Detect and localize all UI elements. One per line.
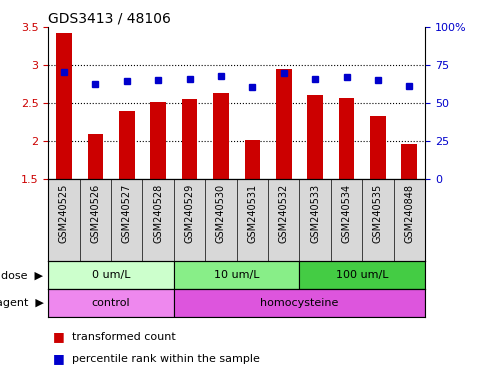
Text: 10 um/L: 10 um/L	[214, 270, 259, 280]
Text: GDS3413 / 48106: GDS3413 / 48106	[48, 12, 171, 26]
FancyBboxPatch shape	[48, 290, 174, 318]
FancyBboxPatch shape	[174, 290, 425, 318]
Bar	[244, 140, 260, 179]
Bar	[370, 116, 386, 179]
Text: GSM240535: GSM240535	[373, 184, 383, 243]
Text: GSM240526: GSM240526	[90, 184, 100, 243]
Text: homocysteine: homocysteine	[260, 298, 339, 308]
FancyBboxPatch shape	[48, 262, 174, 290]
Bar	[87, 134, 103, 179]
Bar	[401, 144, 417, 179]
Bar	[56, 33, 72, 179]
FancyBboxPatch shape	[174, 262, 299, 290]
Text: GSM240528: GSM240528	[153, 184, 163, 243]
Bar	[213, 93, 229, 179]
Bar	[276, 69, 292, 179]
FancyBboxPatch shape	[299, 262, 425, 290]
Bar	[307, 95, 323, 179]
Text: dose  ▶: dose ▶	[1, 270, 43, 280]
Text: GSM240529: GSM240529	[185, 184, 195, 243]
Text: ■: ■	[53, 352, 65, 365]
Text: GSM240531: GSM240531	[247, 184, 257, 243]
Text: GSM240530: GSM240530	[216, 184, 226, 243]
Text: GSM240534: GSM240534	[341, 184, 352, 243]
Text: 0 um/L: 0 um/L	[92, 270, 130, 280]
Text: 100 um/L: 100 um/L	[336, 270, 388, 280]
Text: GSM240848: GSM240848	[404, 184, 414, 243]
Text: GSM240532: GSM240532	[279, 184, 289, 243]
Text: GSM240527: GSM240527	[122, 184, 132, 243]
Text: control: control	[92, 298, 130, 308]
Text: ■: ■	[53, 330, 65, 343]
Bar	[150, 102, 166, 179]
Text: transformed count: transformed count	[72, 332, 176, 342]
Bar	[119, 111, 135, 179]
Text: GSM240525: GSM240525	[59, 184, 69, 243]
Text: GSM240533: GSM240533	[310, 184, 320, 243]
Bar	[339, 98, 355, 179]
Text: percentile rank within the sample: percentile rank within the sample	[72, 354, 260, 364]
Bar	[182, 99, 198, 179]
Text: agent  ▶: agent ▶	[0, 298, 43, 308]
